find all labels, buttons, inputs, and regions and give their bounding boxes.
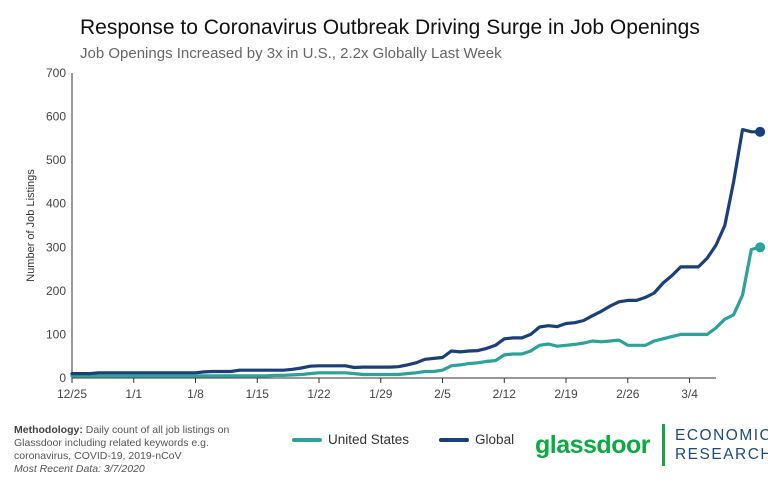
legend-item-united-states: United States (292, 432, 409, 447)
x-tick-label: 3/4 (681, 387, 698, 401)
legend-label-united-states: United States (328, 432, 410, 447)
logo-subtitle: ECONOMIC RESEARCH (675, 426, 768, 464)
line-chart: 0 100 200 300 400 500 600 700 12/25 1/1 1/8 1/15 1/2… (25, 66, 766, 401)
x-tick-label: 1/8 (187, 387, 204, 401)
y-tick-label: 600 (46, 110, 66, 124)
legend-item-global: Global (439, 432, 514, 447)
y-tick-label: 100 (46, 327, 66, 341)
x-tick-label: 2/12 (493, 387, 517, 401)
series-line-global (70, 128, 762, 376)
x-tick-label: 12/25 (57, 387, 87, 401)
y-tick-label: 200 (46, 284, 66, 298)
x-tick-label: 1/15 (246, 387, 270, 401)
x-tick-label: 1/1 (125, 387, 142, 401)
methodology-text: Daily count of all job listings on Glass… (14, 424, 230, 462)
glassdoor-logo: glassdoor ECONOMIC RESEARCH (535, 424, 768, 466)
x-tick-label: 1/22 (307, 387, 331, 401)
x-tick-label: 2/19 (554, 387, 578, 401)
recent-data-note: Most Recent Data: 3/7/2020 (14, 463, 145, 475)
y-tick-label: 300 (46, 240, 66, 254)
legend-swatch-global (439, 437, 470, 442)
logo-line-economic: ECONOMIC (674, 427, 768, 444)
x-tick-label: 2/26 (616, 387, 640, 401)
legend: United States Global (292, 432, 514, 447)
x-tick-label: 2/5 (434, 387, 451, 401)
logo-wordmark: glassdoor (535, 430, 650, 459)
y-tick-label: 500 (46, 153, 66, 167)
chart-subtitle: Job Openings Increased by 3x in U.S., 2.… (80, 45, 502, 62)
end-point-united-states (755, 242, 766, 253)
y-tick-label: 400 (46, 197, 66, 211)
x-tick-label: 1/29 (369, 387, 393, 401)
y-tick-label: 0 (59, 371, 66, 385)
chart-title: Response to Coronavirus Outbreak Driving… (80, 16, 700, 39)
series-line-united-states (70, 245, 762, 378)
y-tick-label: 700 (46, 66, 66, 80)
legend-label-global: Global (475, 432, 515, 447)
legend-swatch-united-states (292, 437, 322, 442)
logo-divider (661, 424, 665, 466)
methodology-note: Methodology: Daily count of all job list… (14, 424, 254, 476)
methodology-label: Methodology: (14, 424, 83, 436)
y-axis-label: Number of Job Listings (25, 169, 37, 282)
end-point-global (755, 126, 766, 137)
logo-line-research: RESEARCH (674, 446, 768, 463)
